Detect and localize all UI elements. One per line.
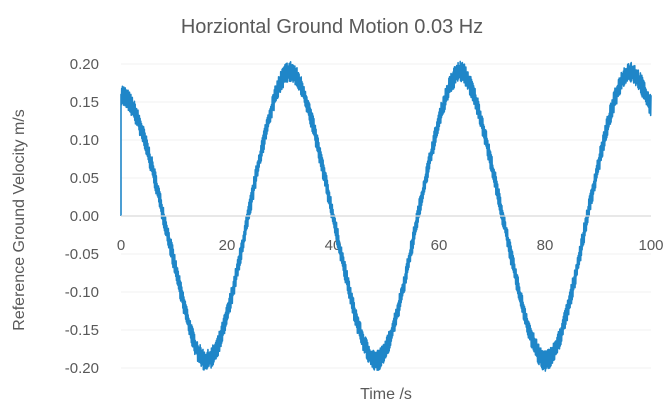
- y-tick-label: -0.20: [65, 360, 99, 377]
- y-axis-label: Reference Ground Velocity m/s: [11, 109, 28, 330]
- y-tick-label: 0.10: [70, 132, 99, 149]
- gridlines: [121, 63, 651, 369]
- x-tick-label: 60: [431, 237, 448, 254]
- series-group: [120, 60, 652, 372]
- y-tick-label: 0.20: [70, 56, 99, 73]
- y-tick-label: -0.10: [65, 284, 99, 301]
- y-tick-label: 0.05: [70, 170, 99, 187]
- x-tick-label: 80: [537, 237, 554, 254]
- x-tick-label: 20: [219, 237, 236, 254]
- x-axis-ticks: 0 20 40 60 80 100: [117, 237, 664, 254]
- x-tick-label: 0: [117, 237, 125, 254]
- x-axis-label: Time /s: [360, 386, 412, 403]
- y-axis-ticks: 0.20 0.15 0.10 0.05 0.00 -0.05 -0.10 -0.15 -0.20: [65, 56, 99, 377]
- x-tick-label: 100: [638, 237, 663, 254]
- y-tick-label: 0.15: [70, 94, 99, 111]
- y-tick-label: -0.15: [65, 322, 99, 339]
- y-tick-label: -0.05: [65, 246, 99, 263]
- y-tick-label: 0.00: [70, 208, 99, 225]
- chart-title: Horziontal Ground Motion 0.03 Hz: [181, 16, 483, 38]
- series-line: [120, 60, 652, 372]
